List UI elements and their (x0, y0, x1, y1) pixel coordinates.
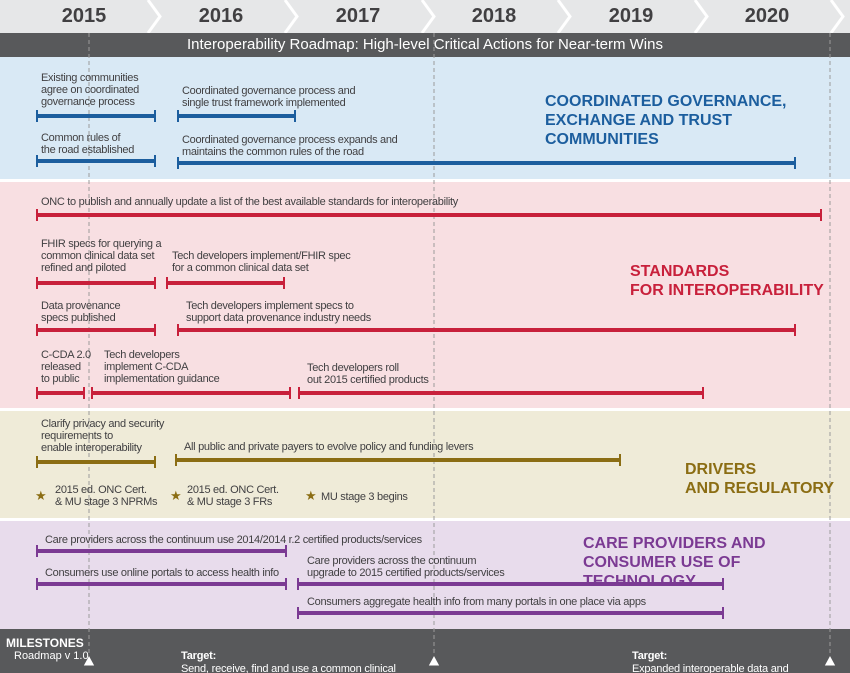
year-2018: 2018 (471, 5, 517, 27)
care-item-3-label: Care providers across the continuum upgr… (307, 555, 505, 579)
drivers-category-title: DRIVERS AND REGULATORY (685, 461, 835, 497)
target-2: Target: Expanded interoperable data and … (632, 637, 818, 673)
band-divider (0, 179, 850, 182)
year-chevrons (146, 0, 845, 33)
milestone-markers (82, 653, 837, 667)
care-band (0, 519, 850, 629)
milestone-triangle-icon (82, 653, 96, 667)
year-header: 2015 2016 2017 2018 2019 2020 (0, 0, 850, 33)
drv-star-1-label: 2015 ed. ONC Cert. & MU stage 3 NPRMs (55, 484, 158, 508)
band-divider (0, 518, 850, 521)
care-item-2-label: Consumers use online portals to access h… (45, 567, 279, 579)
star-icon: ★ (35, 488, 47, 503)
std-item-1-label: ONC to publish and annually update a lis… (41, 196, 458, 208)
target-1: Target: Send, receive, find and use a co… (181, 637, 413, 673)
std-item-5-label: Tech developers implement specs to suppo… (186, 300, 371, 324)
band-divider (0, 408, 850, 411)
gov-item-3-label: Common rules of the road established (41, 132, 135, 156)
care-item-1-label: Care providers across the continuum use … (45, 534, 422, 546)
std-item-4-label: Data provenance specs published (41, 300, 121, 324)
drv-star-3-label: MU stage 3 begins (321, 491, 408, 503)
std-item-6-label: C-CDA 2.0 released to public (41, 349, 91, 385)
year-2020: 2020 (744, 5, 790, 27)
standards-band (0, 180, 850, 409)
target-1-keyword: Target: (181, 650, 217, 662)
star-icon: ★ (305, 488, 317, 503)
roadmap-version: Roadmap v 1.0 (14, 650, 89, 662)
roadmap-title-bar: Interoperability Roadmap: High-level Cri… (0, 33, 850, 57)
year-2015: 2015 (61, 5, 107, 27)
std-item-7-label: Tech developers implement C-CDA implemen… (104, 349, 220, 385)
drv-item-1-label: Clarify privacy and security requirement… (41, 418, 165, 454)
roadmap-title: Interoperability Roadmap: High-level Cri… (186, 36, 663, 53)
year-2017: 2017 (335, 5, 381, 27)
target-2-keyword: Target: (632, 650, 668, 662)
std-item-2-label: FHIR specs for querying a common clinica… (41, 238, 162, 274)
drv-star-2-label: 2015 ed. ONC Cert. & MU stage 3 FRs (187, 484, 279, 508)
care-category-title: CARE PROVIDERS AND CONSUMER USE OF TECHN… (583, 535, 766, 590)
year-2016: 2016 (198, 5, 244, 27)
gov-item-4-label: Coordinated governance process expands a… (182, 134, 398, 158)
drv-item-2-label: All public and private payers to evolve … (184, 441, 474, 453)
care-item-4-label: Consumers aggregate health info from man… (307, 596, 646, 608)
care-bars (36, 545, 724, 619)
governance-bars (36, 110, 796, 169)
star-icon: ★ (170, 488, 182, 503)
year-2019: 2019 (608, 5, 654, 27)
std-item-8-label: Tech developers roll out 2015 certified … (307, 362, 429, 386)
target-2-text: Expanded interoperable data and users to… (632, 663, 789, 673)
standards-bars (36, 209, 822, 399)
gov-item-1-label: Existing communities agree on coordinate… (41, 72, 139, 108)
standards-category-title: STANDARDS FOR INTEROPERABILITY (630, 263, 824, 299)
milestones-title: MILESTONES (6, 636, 84, 650)
governance-category-title: COORDINATED GOVERNANCE, EXCHANGE AND TRU… (545, 93, 787, 148)
milestone-triangle-icon (823, 653, 837, 667)
drivers-bars (36, 454, 621, 468)
milestones-footer (0, 629, 850, 673)
milestone-triangle-icon (427, 653, 441, 667)
target-1-text: Send, receive, find and use a common cli… (181, 663, 396, 673)
std-item-3-label: Tech developers implement/FHIR spec for … (172, 250, 351, 274)
gov-item-2-label: Coordinated governance process and singl… (182, 85, 356, 109)
